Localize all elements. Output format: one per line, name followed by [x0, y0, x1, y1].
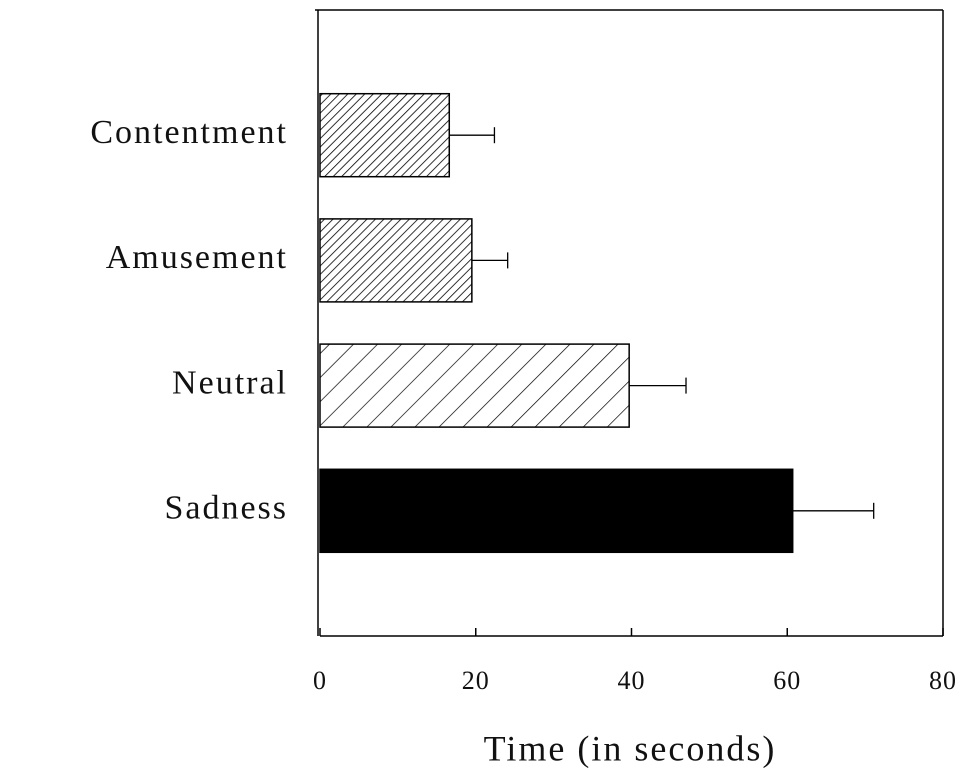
x-tick-label: 0: [313, 666, 327, 695]
y-tick-label: Contentment: [90, 114, 288, 151]
bar: [319, 343, 630, 428]
x-tick-label: 20: [462, 666, 490, 695]
x-tick-label: 60: [773, 666, 801, 695]
x-axis-title: Time (in seconds): [484, 728, 777, 768]
bar: [319, 468, 794, 554]
x-tick-label: 80: [929, 666, 957, 695]
y-tick-label: Neutral: [172, 364, 288, 401]
y-tick-label: Amusement: [106, 239, 288, 276]
bar: [319, 218, 473, 303]
y-tick-label: Sadness: [164, 490, 288, 527]
x-tick-label: 40: [618, 666, 646, 695]
bar: [319, 92, 451, 178]
